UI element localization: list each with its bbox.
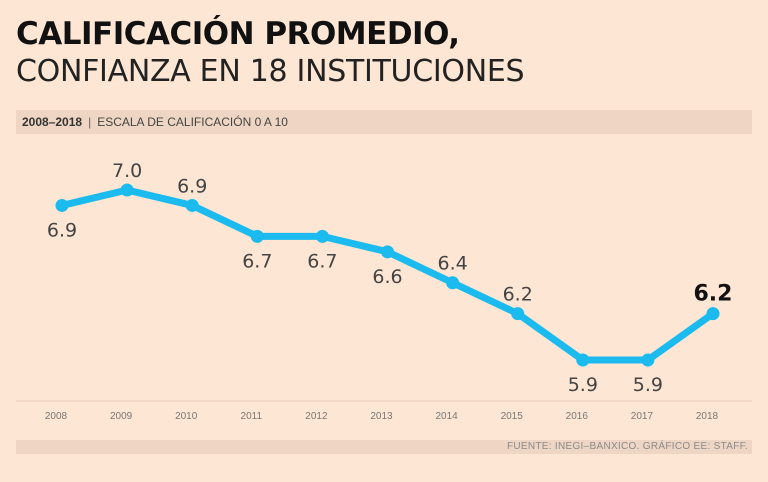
x-tick-2012: 2012 [305, 411, 328, 422]
data-point-2017 [641, 353, 655, 367]
data-label-2017: 5.9 [633, 374, 663, 396]
x-tick-2010: 2010 [175, 411, 198, 422]
data-label-2009: 7.0 [112, 160, 142, 182]
x-tick-2008: 2008 [45, 411, 68, 422]
chart-title: CALIFICACIÓN PROMEDIO, [16, 16, 460, 52]
x-tick-2013: 2013 [370, 411, 393, 422]
data-label-2018: 6.2 [694, 282, 733, 307]
subtitle-bar: 2008–2018 | ESCALA DE CALIFICACIÓN 0 A 1… [16, 110, 752, 134]
x-tick-2018: 2018 [696, 411, 719, 422]
data-label-2014: 6.4 [437, 253, 467, 275]
separator: | [88, 115, 92, 129]
data-points [55, 183, 720, 367]
data-label-2010: 6.9 [177, 175, 207, 197]
data-label-2015: 6.2 [503, 284, 533, 306]
x-tick-2009: 2009 [110, 411, 133, 422]
scale-label: ESCALA DE CALIFICACIÓN 0 A 10 [97, 115, 288, 129]
data-point-2014 [446, 276, 460, 290]
data-label-2016: 5.9 [568, 374, 598, 396]
x-tick-2011: 2011 [241, 411, 263, 422]
data-point-2015 [511, 307, 525, 321]
data-point-2012 [315, 229, 329, 243]
data-point-2008 [55, 198, 69, 212]
data-label-2013: 6.6 [372, 266, 402, 288]
data-label-2008: 6.9 [47, 219, 77, 241]
data-point-2016 [576, 353, 590, 367]
data-point-2009 [120, 183, 134, 197]
data-label-2011: 6.7 [242, 250, 272, 272]
x-tick-2015: 2015 [501, 411, 524, 422]
source-note: FUENTE: INEGI–BANXICO. GRÁFICO EE: STAFF… [16, 440, 752, 454]
x-tick-2017: 2017 [631, 411, 654, 422]
data-point-2011 [250, 229, 264, 243]
data-point-2010 [185, 198, 199, 212]
x-tick-2014: 2014 [435, 411, 458, 422]
x-tick-labels: 2008 2009 2010 2011 2012 2013 2014 2015 2016 2017… [45, 411, 719, 422]
source-text: FUENTE: INEGI–BANXICO. GRÁFICO EE: STAFF… [506, 441, 748, 452]
period-label: 2008–2018 [22, 115, 83, 129]
data-point-2013 [381, 245, 394, 259]
data-label-2012: 6.7 [307, 250, 337, 272]
x-tick-2016: 2016 [566, 411, 589, 422]
chart-subtitle: CONFIANZA EN 18 INSTITUCIONES [16, 54, 525, 89]
data-labels: 6.9 7.0 6.9 6.7 6.7 6.6 6.4 6.2 5.9 5.9 6.2 [47, 160, 733, 396]
data-point-2018 [706, 307, 720, 321]
